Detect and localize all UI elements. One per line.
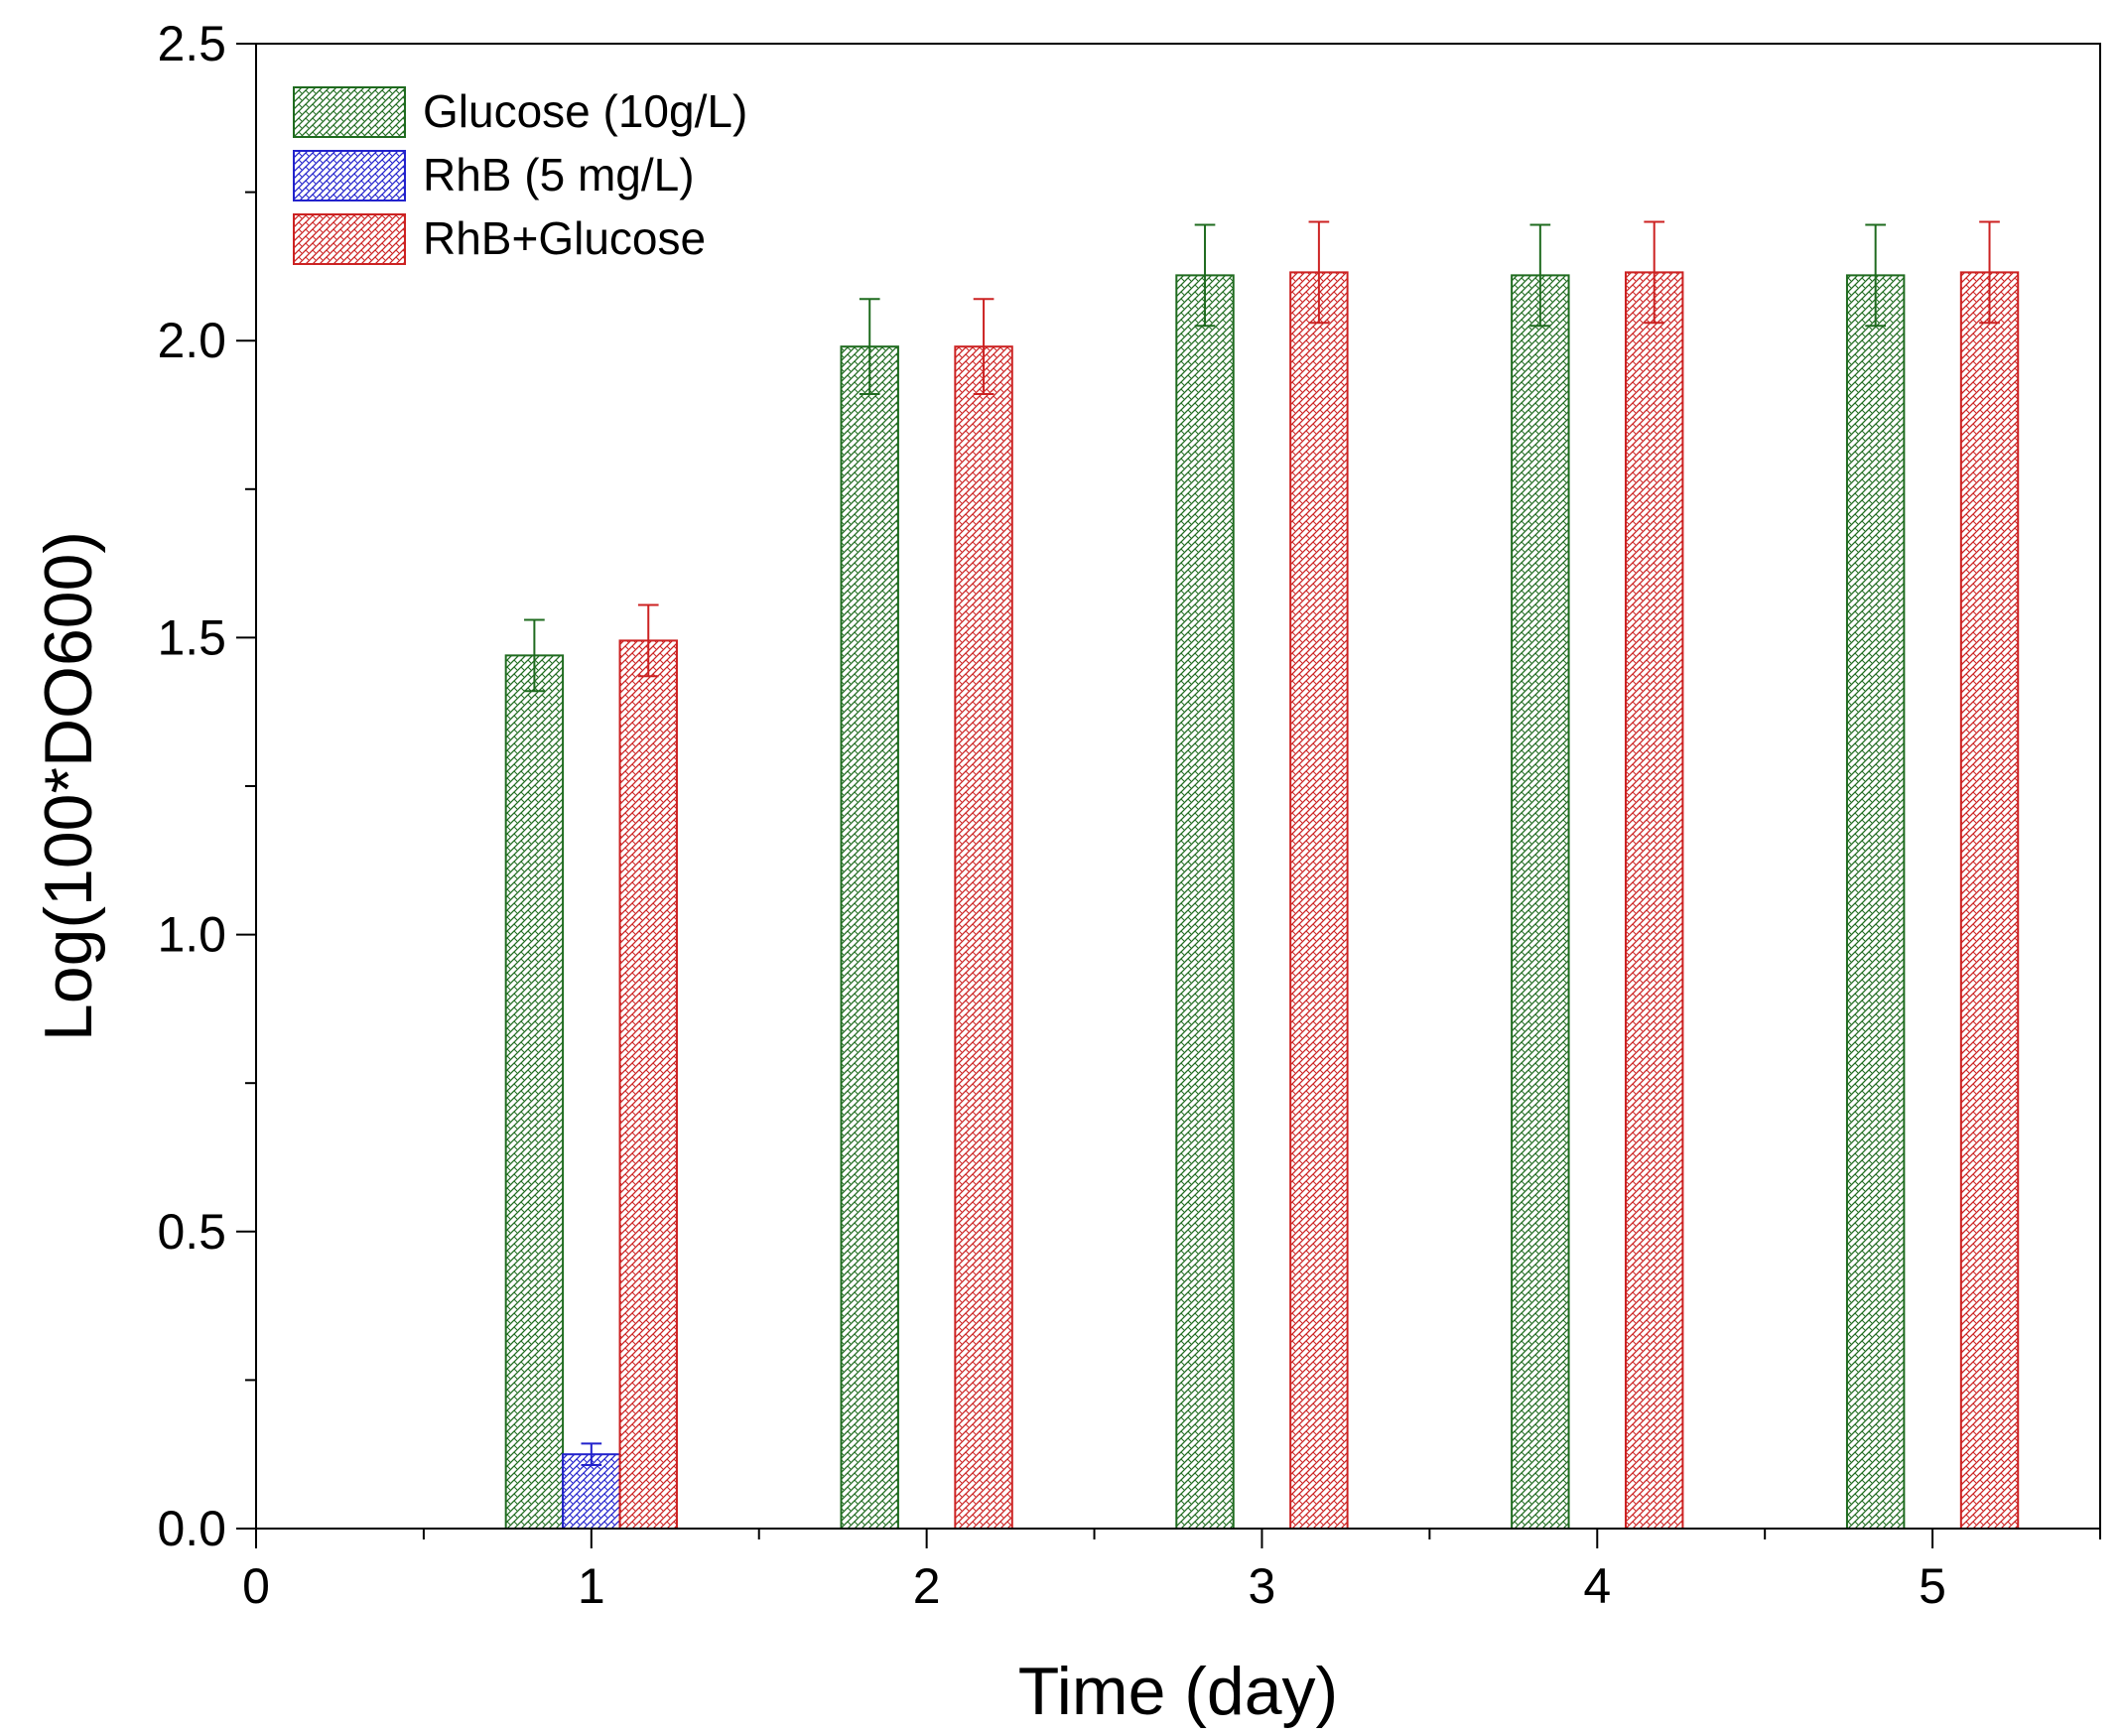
legend-label-rhb-glucose: RhB+Glucose (423, 212, 706, 264)
x-tick-label: 4 (1583, 1558, 1611, 1614)
y-tick-label: 1.5 (157, 609, 226, 665)
y-tick-label: 2.5 (157, 16, 226, 71)
bar-glucose-day-4 (1511, 274, 1570, 1531)
x-axis-title: Time (day) (1018, 1654, 1338, 1729)
error-bar-glucose-day-4 (1529, 223, 1551, 328)
legend-swatch-rhb (293, 150, 406, 201)
legend-label-rhb: RhB (5 mg/L) (423, 149, 695, 200)
error-bar-rhb-day-1 (581, 1442, 602, 1466)
bar-rhb-glucose-day-5 (1959, 271, 2020, 1530)
legend-label-glucose: Glucose (10g/L) (423, 85, 747, 137)
error-bar-rhb-glucose-day-1 (637, 603, 659, 678)
bar-rhb-glucose-day-1 (618, 639, 678, 1530)
bars-layer (504, 271, 2020, 1531)
bar-rhb-glucose-day-3 (1289, 271, 1349, 1530)
x-tick-label: 5 (1919, 1558, 1946, 1614)
x-tick-label: 3 (1249, 1558, 1276, 1614)
legend-swatch-glucose (293, 86, 406, 138)
bar-rhb-glucose-day-4 (1624, 271, 1684, 1530)
y-tick-label: 2.0 (157, 313, 226, 368)
y-axis-title: Log(100*DO600) (31, 531, 106, 1041)
error-bar-rhb-glucose-day-4 (1644, 220, 1665, 325)
legend: Glucose (10g/L) RhB (5 mg/L) RhB+Glucose (293, 85, 747, 265)
legend-swatch-rhb-glucose (293, 213, 406, 265)
bar-rhb-day-1 (562, 1453, 621, 1530)
x-tick-label: 2 (913, 1558, 941, 1614)
error-bar-glucose-day-5 (1865, 223, 1886, 328)
bar-rhb-glucose-day-2 (954, 345, 1013, 1531)
x-axis-ticks: 0 1 2 3 4 5 (242, 1529, 2101, 1614)
bar-glucose-day-5 (1845, 274, 1906, 1531)
error-bar-glucose-day-3 (1194, 223, 1216, 328)
error-bar-glucose-day-1 (524, 618, 545, 693)
y-tick-label: 0.5 (157, 1204, 226, 1260)
y-tick-label: 0.0 (157, 1501, 226, 1556)
x-tick-label: 1 (578, 1558, 605, 1614)
error-bar-glucose-day-2 (859, 298, 880, 396)
bar-glucose-day-1 (504, 654, 565, 1530)
y-tick-label: 1.0 (157, 907, 226, 963)
error-bar-rhb-glucose-day-2 (973, 298, 995, 396)
error-bar-rhb-glucose-day-5 (1979, 220, 2000, 325)
x-tick-label: 0 (242, 1558, 270, 1614)
error-bar-rhb-glucose-day-3 (1308, 220, 1330, 325)
bar-glucose-day-3 (1175, 274, 1235, 1531)
error-bars-layer (524, 220, 2000, 1466)
bar-glucose-day-2 (840, 345, 899, 1531)
y-axis-ticks: 0.0 0.5 1.0 1.5 2.0 2.5 (157, 16, 256, 1556)
